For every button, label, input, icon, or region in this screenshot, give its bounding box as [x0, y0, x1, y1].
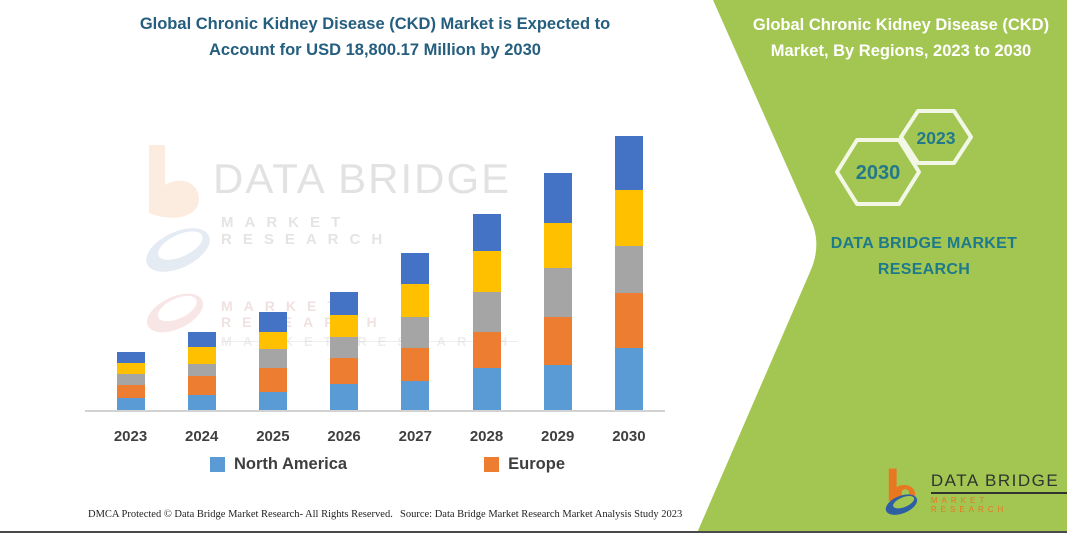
chart-title-line1: Global Chronic Kidney Disease (CKD) Mark…	[139, 15, 611, 33]
bar-2030	[614, 135, 643, 410]
bar-2023	[116, 351, 145, 410]
x-axis-labels: 2023 2024 2025 2026 2027 2028 2029 2030	[85, 428, 665, 450]
bar-segment	[472, 214, 501, 252]
panel-title-line2: Market, By Regions, 2023 to 2030	[770, 41, 1032, 60]
bottom-border-line	[0, 531, 1067, 533]
bar-segment	[543, 173, 572, 223]
bar-segment	[472, 367, 501, 410]
bar-segment	[543, 365, 572, 410]
panel-brand-line2: RESEARCH	[877, 260, 971, 278]
bar-segment	[543, 316, 572, 365]
hexagon-2030-label: 2030	[856, 162, 901, 184]
bar-segment	[330, 357, 359, 385]
bar-segment	[187, 364, 216, 376]
bar-segment	[116, 385, 145, 398]
bar-segment	[258, 349, 287, 369]
bar-segment	[330, 315, 359, 337]
x-axis-label-2024: 2024	[185, 428, 219, 445]
bar-segment	[187, 375, 216, 395]
bar-segment	[258, 311, 287, 332]
legend-swatch	[484, 457, 500, 472]
bar-2025	[258, 311, 287, 410]
legend-item-north-america: North America	[210, 455, 347, 474]
bar-segment	[258, 331, 287, 350]
bar-2024	[187, 331, 216, 410]
bar-segment	[258, 392, 287, 410]
bar-2028	[472, 214, 501, 410]
legend-label: North America	[234, 455, 348, 473]
hexagon-2023	[899, 109, 973, 165]
hexagon-2023-label: 2023	[917, 128, 956, 148]
x-axis-label-2029: 2029	[541, 428, 575, 445]
dbmr-logo-sub: MARKET RESEARCH	[930, 495, 1008, 514]
bar-segment	[472, 331, 501, 368]
bar-segment	[116, 397, 145, 410]
x-axis-label-2025: 2025	[256, 428, 290, 445]
bar-segment	[401, 380, 430, 410]
chart-title: Global Chronic Kidney Disease (CKD) Mark…	[80, 12, 670, 63]
bar-segment	[116, 363, 145, 375]
x-axis-label-2026: 2026	[327, 428, 361, 445]
bar-2027	[401, 253, 430, 410]
bar-segment	[472, 251, 501, 292]
year-hexagons: 2030 2023	[835, 109, 973, 206]
bar-segment	[401, 348, 430, 381]
dbmr-logo-icon	[885, 468, 918, 515]
legend-item-europe: Europe	[484, 455, 565, 474]
footer-source: Source: Data Bridge Market Research Mark…	[400, 509, 683, 520]
bar-segment	[116, 351, 145, 364]
bar-segment	[401, 317, 430, 349]
x-axis-label-2023: 2023	[113, 428, 148, 445]
legend-label: Europe	[508, 455, 565, 473]
bar-segment	[614, 292, 643, 349]
panel-brand-line1: DATA BRIDGE MARKET	[830, 235, 1018, 252]
bar-segment	[543, 222, 572, 269]
bar-segment	[187, 395, 216, 410]
chart-legend: North America Europe	[85, 455, 665, 474]
bar-segment	[330, 292, 359, 316]
bar-segment	[614, 245, 643, 293]
legend-swatch	[210, 457, 225, 472]
bar-segment	[187, 346, 216, 365]
bar-2026	[330, 292, 359, 410]
bar-segment	[258, 368, 287, 393]
footer-dmca: DMCA Protected © Data Bridge Market Rese…	[88, 509, 393, 520]
panel-title-line1: Global Chronic Kidney Disease (CKD)	[752, 16, 1050, 34]
bar-segment	[401, 253, 430, 284]
dbmr-logo-text: DATA BRIDGE MARKET RESEARCH	[930, 471, 1067, 514]
bar-segment	[330, 384, 359, 410]
x-axis-label-2028: 2028	[469, 428, 504, 445]
x-axis-label-2027: 2027	[398, 428, 432, 445]
bar-segment	[330, 336, 359, 358]
dbmr-logo-name: DATA BRIDGE	[930, 471, 1067, 494]
bar-segment	[472, 291, 501, 332]
hexagon-2030	[835, 138, 921, 206]
bar-segment	[401, 283, 430, 318]
plot-area	[85, 130, 665, 412]
bar-segment	[116, 374, 145, 386]
x-axis-label-2030: 2030	[612, 428, 646, 445]
panel-brand-text: DATA BRIDGE MARKET RESEARCH	[808, 231, 1040, 282]
chart-title-line2: Account for USD 18,800.17 Million by 203…	[209, 40, 541, 59]
dbmr-logo: DATA BRIDGE MARKET RESEARCH	[882, 468, 1067, 516]
bar-segment	[614, 348, 643, 410]
bar-segment	[543, 268, 572, 317]
bar-segment	[614, 189, 643, 246]
panel-title: Global Chronic Kidney Disease (CKD) Mark…	[738, 13, 1064, 64]
bar-segment	[187, 331, 216, 347]
bar-segment	[614, 135, 643, 190]
bar-2029	[543, 173, 572, 410]
